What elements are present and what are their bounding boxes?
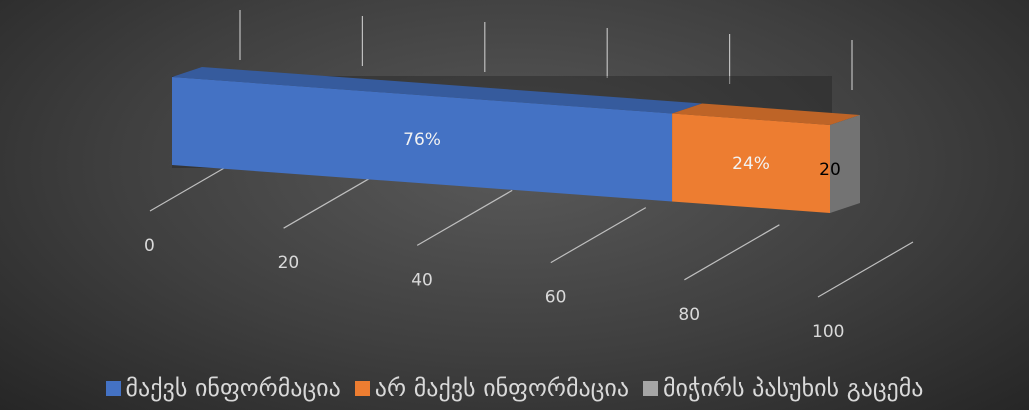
x-tick-label-1: 20 bbox=[278, 253, 300, 273]
bar-top-series-1 bbox=[172, 67, 703, 114]
x-tick-label-0: 0 bbox=[144, 236, 155, 256]
gridline-floor-5 bbox=[817, 241, 914, 298]
legend-item-series-3: მიჭირს პასუხის გაცემა bbox=[643, 374, 923, 402]
bar-segment-series-1 bbox=[172, 77, 673, 202]
legend-swatch-series-2 bbox=[354, 380, 370, 396]
legend-label-series-3: მიჭირს პასუხის გაცემა bbox=[663, 374, 924, 402]
legend-label-series-2: არ მაქვს ინფორმაცია bbox=[374, 374, 629, 402]
gridline-floor-1 bbox=[283, 172, 379, 229]
legend-label-series-1: მაქვს ინფორმაცია bbox=[125, 374, 341, 402]
x-tick-label-4: 80 bbox=[678, 305, 700, 325]
bar-segment-series-2 bbox=[672, 113, 830, 213]
x-tick-label-2: 40 bbox=[411, 270, 433, 290]
data-label-series-3: 20 bbox=[819, 160, 841, 180]
data-label-series-1: 76% bbox=[403, 130, 441, 150]
legend-swatch-series-1 bbox=[105, 380, 121, 396]
gridline-floor-2 bbox=[416, 189, 513, 246]
x-tick-label-3: 60 bbox=[545, 288, 567, 308]
gridline-floor-3 bbox=[550, 207, 647, 264]
legend-swatch-series-3 bbox=[643, 380, 658, 396]
gridline-floor-4 bbox=[684, 224, 780, 281]
legend-item-series-1: მაქვს ინფორმაცია bbox=[105, 374, 341, 402]
data-label-series-2: 24% bbox=[732, 154, 770, 174]
legend-item-series-2: არ მაქვს ინფორმაცია bbox=[354, 374, 629, 402]
x-tick-label-5: 100 bbox=[812, 322, 844, 342]
bar-top-series-2 bbox=[672, 103, 860, 125]
bar-end-series-3 bbox=[830, 115, 860, 213]
legend: მაქვს ინფორმაცია არ მაქვს ინფორმაცია მიჭ… bbox=[0, 370, 1029, 406]
chart-plot: 0 20 40 60 80 100 76% 24% 20 bbox=[144, 10, 914, 342]
